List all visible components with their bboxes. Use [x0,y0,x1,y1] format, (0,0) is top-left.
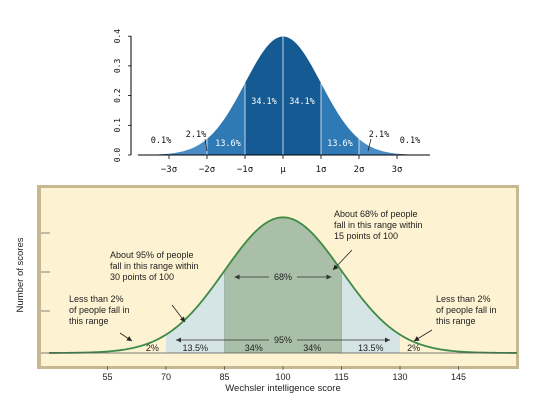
top-leader-line [204,138,208,152]
top-area-segment-6 [359,138,397,155]
top-percent-label: 2.1% [186,130,206,140]
range-95-label: 95% [274,335,292,345]
top-x-tick-label: μ [280,165,286,175]
x-tick-label: 85 [219,372,229,382]
bell-curve-line [49,216,517,354]
top-x-tick-label: 2σ [354,165,365,175]
leader-right-tail-head [414,336,420,341]
top-x-tick-label: −3σ [161,165,177,175]
x-tick-label: 145 [451,372,466,382]
wechsler-iq-chart: 2% 13.5% 34% 34% 13.5% 2% 68% 95% Less than 2%… [15,185,519,394]
standard-normal-chart: 0.0 0.1 0.2 0.3 0.4 −3σ −2σ −1σ μ 1σ 2σ 3σ 0.1% 2.1… [113,29,435,175]
top-percent-label: 2.1% [369,130,389,140]
leader-95-percent-head [179,316,185,322]
range-95: 95% [176,335,390,345]
top-y-tick-label: 0.0 [113,148,122,163]
range-68-label: 68% [274,272,292,282]
annotation-left-tail: Less than 2% of people fall in this range [69,294,130,326]
top-percent-label: 13.6% [215,139,241,149]
range-95-head-left [176,337,181,343]
annotation-right-tail: Less than 2% of people fall in this range [436,294,497,326]
x-axis-title: Wechsler intelligence score [225,383,340,394]
band-percent-label: 2% [146,343,159,353]
top-y-tick-label: 0.3 [113,58,122,73]
leader-68-percent-head [333,264,339,270]
top-percent-label: 34.1% [289,97,315,107]
top-x-tick-label: −1σ [237,165,253,175]
top-percent-label: 34.1% [251,97,277,107]
band-percent-label: 13.5% [182,343,208,353]
top-area-segment-4 [283,36,321,156]
top-area-segment-2 [207,83,245,155]
top-percent-label: 0.1% [400,136,420,146]
annotation-68-percent: About 68% of people fall in this range wi… [334,209,423,241]
band-68-percent [224,217,342,353]
band-percent-label: 2% [407,343,420,353]
top-percent-label: 13.6% [327,139,353,149]
top-area-segment-3 [245,36,283,156]
annotation-95-percent: About 95% of people fall in this range wi… [110,250,199,282]
top-y-tick-label: 0.2 [113,88,122,103]
top-x-tick-label: 3σ [392,165,403,175]
top-y-tick-label: 0.4 [113,29,122,44]
top-percent-label: 0.1% [151,136,171,146]
band-percent-label: 13.5% [358,343,384,353]
top-leader-line [367,138,372,152]
range-68-head-left [234,274,240,280]
top-x-tick-label: −2σ [199,165,215,175]
band-percent-label: 34% [303,343,321,353]
range-95-head-right [385,337,390,343]
leader-left-tail-head [126,336,132,341]
top-x-tick-label: 1σ [316,165,327,175]
y-axis-title: Number of scores [15,237,26,312]
range-68: 68% [234,272,332,282]
x-tick-label: 55 [102,372,112,382]
x-tick-label: 115 [334,372,348,382]
range-68-head-right [326,274,332,280]
x-tick-label: 70 [161,372,171,382]
band-percent-label: 34% [245,343,263,353]
x-tick-label: 130 [392,372,407,382]
top-area-segment-5 [321,83,359,155]
x-tick-label: 100 [275,372,290,382]
top-area-segment-1 [169,138,207,155]
top-y-tick-label: 0.1 [113,118,122,133]
